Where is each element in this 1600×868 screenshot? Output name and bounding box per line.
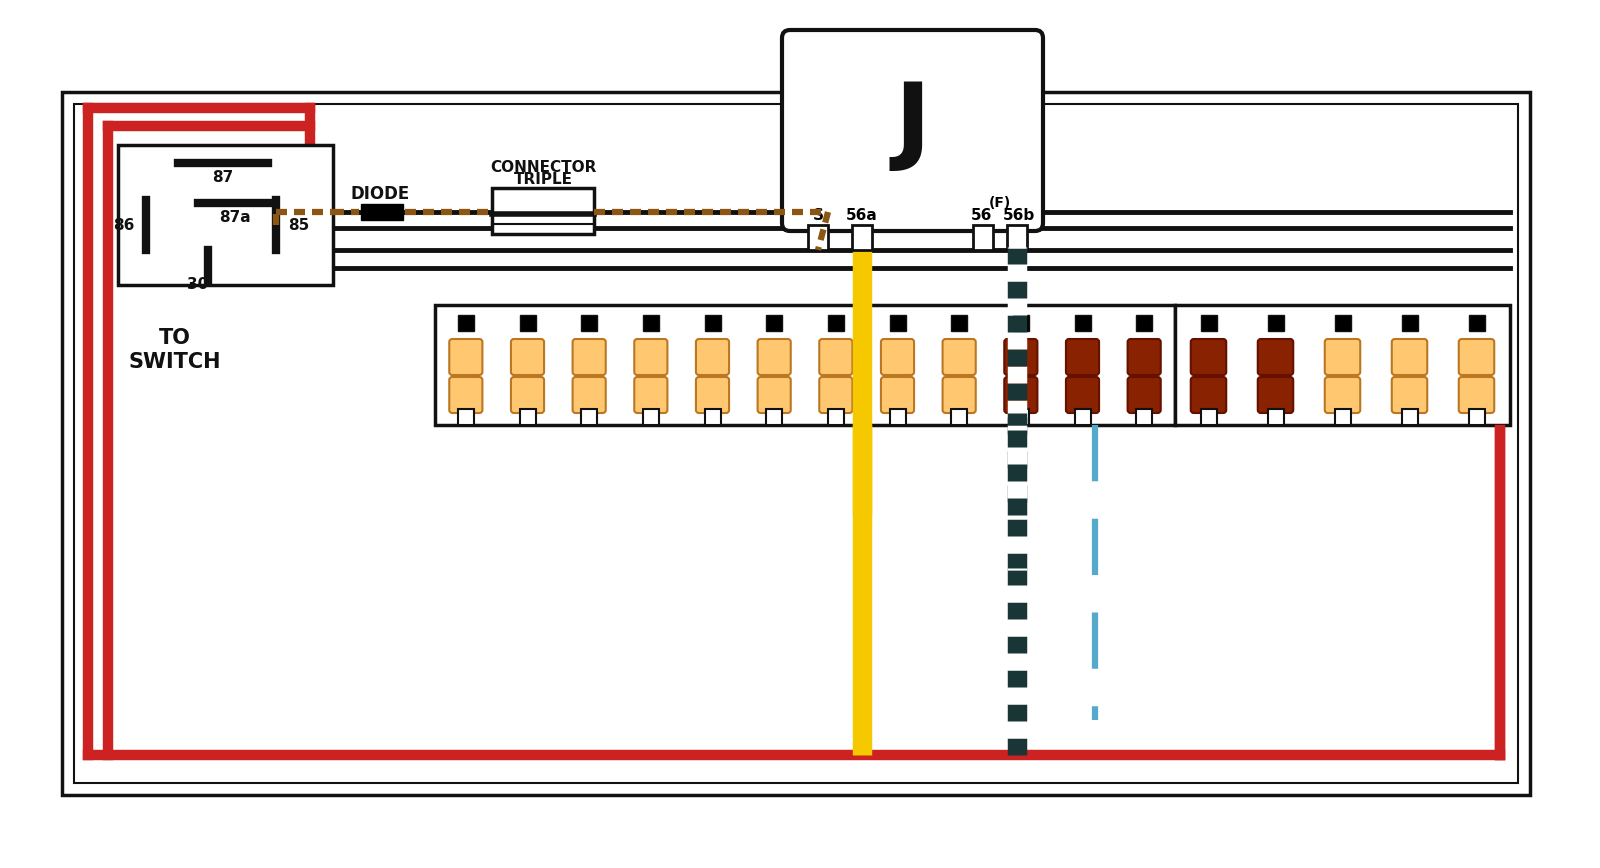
Bar — [766, 315, 782, 331]
Bar — [581, 409, 597, 425]
Bar — [1006, 225, 1027, 250]
Bar — [458, 409, 474, 425]
FancyBboxPatch shape — [942, 339, 976, 375]
Bar — [1075, 315, 1091, 331]
FancyBboxPatch shape — [696, 339, 730, 375]
Bar — [493, 188, 594, 234]
FancyBboxPatch shape — [1066, 377, 1099, 413]
FancyBboxPatch shape — [1459, 339, 1494, 375]
Bar — [1267, 315, 1283, 331]
Bar — [704, 409, 720, 425]
Bar — [950, 315, 966, 331]
FancyBboxPatch shape — [758, 377, 790, 413]
Text: S: S — [813, 207, 824, 222]
FancyBboxPatch shape — [510, 377, 544, 413]
Bar — [118, 145, 333, 285]
Text: 56: 56 — [970, 207, 992, 222]
Bar — [520, 315, 536, 331]
FancyBboxPatch shape — [819, 339, 853, 375]
Bar — [520, 409, 536, 425]
Bar — [950, 409, 966, 425]
Text: 56b: 56b — [1003, 207, 1035, 222]
Bar — [1174, 305, 1510, 425]
Text: (F): (F) — [989, 196, 1011, 210]
Bar — [1136, 315, 1152, 331]
Text: J: J — [894, 79, 931, 172]
Bar — [581, 315, 597, 331]
Bar — [808, 225, 829, 250]
Bar — [643, 315, 659, 331]
FancyBboxPatch shape — [573, 339, 606, 375]
FancyBboxPatch shape — [1005, 377, 1037, 413]
FancyBboxPatch shape — [882, 339, 914, 375]
FancyBboxPatch shape — [1190, 339, 1226, 375]
Bar — [1469, 409, 1485, 425]
FancyBboxPatch shape — [450, 377, 483, 413]
FancyBboxPatch shape — [1066, 339, 1099, 375]
Bar — [766, 409, 782, 425]
FancyBboxPatch shape — [1459, 377, 1494, 413]
FancyBboxPatch shape — [819, 377, 853, 413]
Bar — [1469, 315, 1485, 331]
Bar — [851, 225, 872, 250]
FancyBboxPatch shape — [450, 339, 483, 375]
Bar — [643, 409, 659, 425]
Bar — [1200, 315, 1216, 331]
FancyBboxPatch shape — [1128, 339, 1160, 375]
Text: 85: 85 — [288, 218, 309, 233]
Bar — [704, 315, 720, 331]
Bar — [827, 409, 843, 425]
FancyBboxPatch shape — [1258, 377, 1293, 413]
Text: DIODE: DIODE — [350, 185, 410, 203]
Text: TO
SWITCH: TO SWITCH — [128, 327, 221, 372]
Text: 56a: 56a — [846, 207, 878, 222]
Bar — [890, 409, 906, 425]
FancyBboxPatch shape — [942, 377, 976, 413]
Text: CONNECTOR: CONNECTOR — [490, 161, 597, 175]
FancyBboxPatch shape — [1128, 377, 1160, 413]
FancyBboxPatch shape — [510, 339, 544, 375]
Bar — [1136, 409, 1152, 425]
FancyBboxPatch shape — [1325, 377, 1360, 413]
FancyBboxPatch shape — [882, 377, 914, 413]
FancyBboxPatch shape — [1005, 339, 1037, 375]
Text: TRIPLE: TRIPLE — [514, 173, 573, 187]
FancyBboxPatch shape — [1190, 377, 1226, 413]
Text: 87: 87 — [213, 169, 234, 185]
Bar — [1200, 409, 1216, 425]
Bar — [973, 225, 994, 250]
FancyBboxPatch shape — [573, 377, 606, 413]
FancyBboxPatch shape — [634, 377, 667, 413]
Bar — [458, 315, 474, 331]
Bar — [1075, 409, 1091, 425]
Bar — [1013, 409, 1029, 425]
Text: 87a: 87a — [219, 209, 251, 225]
Bar — [62, 92, 1530, 795]
FancyBboxPatch shape — [782, 30, 1043, 231]
Bar — [890, 315, 906, 331]
Bar — [1267, 409, 1283, 425]
FancyBboxPatch shape — [1325, 339, 1360, 375]
Text: 30: 30 — [187, 277, 208, 292]
Bar — [74, 104, 1518, 783]
Bar — [827, 315, 843, 331]
Bar — [435, 305, 1174, 425]
FancyBboxPatch shape — [758, 339, 790, 375]
Text: 86: 86 — [112, 218, 134, 233]
Bar — [1334, 315, 1350, 331]
FancyBboxPatch shape — [1392, 339, 1427, 375]
FancyBboxPatch shape — [634, 339, 667, 375]
FancyBboxPatch shape — [1392, 377, 1427, 413]
FancyBboxPatch shape — [696, 377, 730, 413]
FancyBboxPatch shape — [1258, 339, 1293, 375]
Bar — [1402, 409, 1418, 425]
Bar — [362, 204, 403, 220]
Bar — [1402, 315, 1418, 331]
Bar — [1013, 315, 1029, 331]
Bar — [1334, 409, 1350, 425]
